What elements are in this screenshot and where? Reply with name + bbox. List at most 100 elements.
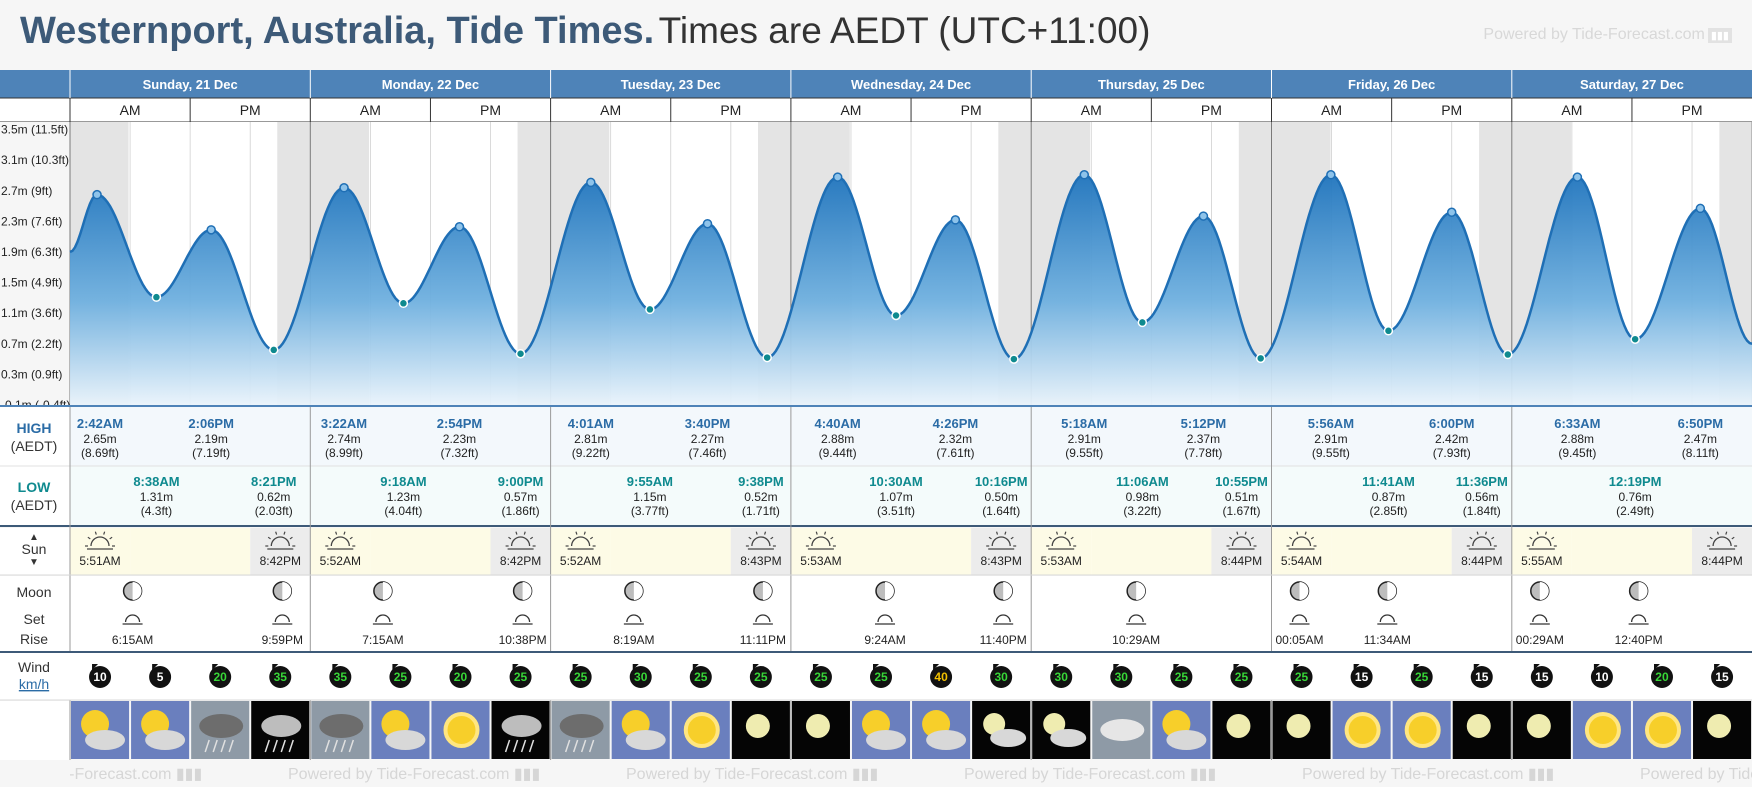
wind-speed-badge xyxy=(1410,666,1433,688)
cloud-icon xyxy=(85,730,126,750)
day-label: Saturday, 27 Dec xyxy=(1580,77,1684,92)
moon-rise-label: Rise xyxy=(20,631,48,647)
moon-set-time: 6:15AM xyxy=(112,633,153,647)
moon-weather-icon xyxy=(805,714,830,738)
high-tide-time: 2:06PM xyxy=(188,416,234,431)
wind-speed-badge xyxy=(569,666,592,688)
cloud-icon xyxy=(261,715,302,737)
high-tide-time: 2:54PM xyxy=(437,416,483,431)
high-tide-meters: 2.91m xyxy=(1314,432,1347,446)
moonrise-icon xyxy=(274,614,290,623)
sun-label-bg xyxy=(0,528,70,575)
footer-watermark: Powered by Tide-Forecast.com ▮▮▮ Powered … xyxy=(70,760,1752,787)
am-label: AM xyxy=(1321,102,1342,118)
moon-rise-time: 11:40PM xyxy=(980,633,1027,647)
low-tide-meters: 0.57m xyxy=(504,490,537,504)
pm-label: PM xyxy=(720,102,741,118)
high-tide-point xyxy=(1446,207,1457,218)
high-tide-feet: (7.78ft) xyxy=(1184,446,1222,460)
high-tide-meters: 2.32m xyxy=(939,432,972,446)
daylight-bg xyxy=(1031,528,1092,575)
low-tide-point xyxy=(398,298,409,309)
high-row-bg xyxy=(70,407,1752,466)
high-tide-point xyxy=(339,183,349,193)
moonset-icon xyxy=(1379,614,1395,623)
moon-set-time: 12:40PM xyxy=(1615,633,1663,647)
rain-drop xyxy=(340,739,347,753)
powered-by[interactable]: Powered by Tide-Forecast.com ▮▮▮ xyxy=(1483,26,1732,44)
wind-direction-icon xyxy=(212,664,219,670)
sun-icon xyxy=(805,531,836,550)
moonrise-icon xyxy=(755,614,771,623)
cloud-icon xyxy=(319,714,364,738)
high-tide-time: 5:56AM xyxy=(1308,416,1354,431)
wind-speed-value: 25 xyxy=(874,670,888,684)
wind-direction-icon xyxy=(512,664,519,670)
low-tide-feet: (3.77ft) xyxy=(631,504,669,518)
wind-speed-value: 30 xyxy=(1055,670,1069,684)
high-tide-point xyxy=(1572,172,1583,182)
low-tide-point xyxy=(1503,349,1513,360)
moonrise-icon xyxy=(1532,614,1548,623)
moon-rise-time: 00:29AM xyxy=(1516,633,1564,647)
sun-up-arrow-icon: ▲ xyxy=(29,532,39,543)
moon-phase-light xyxy=(1387,582,1397,600)
high-tide-meters: 2.91m xyxy=(1068,432,1101,446)
sun-weather-icon xyxy=(683,712,720,748)
moon-phase-light xyxy=(382,582,392,600)
cloud-icon xyxy=(990,729,1027,747)
low-tide-time: 9:00PM xyxy=(498,474,544,489)
sunrise-time: 5:53AM xyxy=(1041,554,1082,568)
dusk-bg xyxy=(250,528,311,575)
cloud-icon xyxy=(145,730,186,750)
cloud-icon xyxy=(926,730,967,750)
rain-drop xyxy=(220,739,226,753)
wind-speed-badge xyxy=(149,666,172,688)
sun-weather-icon xyxy=(1644,712,1681,748)
high-tide-time: 4:01AM xyxy=(568,416,614,431)
wind-speed-badge xyxy=(1590,666,1613,688)
day-label: Monday, 22 Dec xyxy=(382,77,479,92)
high-tide-meters: 2.19m xyxy=(194,432,227,446)
wind-direction-icon xyxy=(692,664,699,670)
wind-direction-icon xyxy=(572,664,579,670)
am-label: AM xyxy=(600,102,621,118)
wind-speed-value: 15 xyxy=(1715,670,1729,684)
rain-drop xyxy=(324,739,331,753)
wind-direction-icon xyxy=(1053,664,1060,670)
pm-label: PM xyxy=(480,102,501,118)
wind-direction-icon xyxy=(332,664,339,670)
tide-area xyxy=(70,174,1752,405)
low-tide-time: 10:30AM xyxy=(869,474,922,489)
sun-icon xyxy=(1466,531,1497,550)
sun-icon xyxy=(1046,531,1077,550)
pm-label: PM xyxy=(961,102,982,118)
high-tide-point xyxy=(1198,211,1209,221)
pm-label: PM xyxy=(1201,102,1222,118)
cloud-icon xyxy=(1050,729,1087,747)
pm-label: PM xyxy=(1441,102,1462,118)
low-tide-feet: (4.04ft) xyxy=(384,504,422,518)
low-tide-meters: 0.62m xyxy=(257,490,290,504)
high-tide-time: 4:26PM xyxy=(933,416,979,431)
low-tide-time: 11:06AM xyxy=(1116,474,1169,489)
logo-icon: ▮▮▮ xyxy=(1707,28,1732,43)
day-label: Tuesday, 23 Dec xyxy=(621,77,721,92)
wind-speed-value: 10 xyxy=(1595,670,1609,684)
high-tide-point xyxy=(950,215,961,225)
am-label: AM xyxy=(1081,102,1102,118)
rain-drop xyxy=(264,739,270,753)
wind-direction-icon xyxy=(1593,664,1600,670)
y-tick-label: 2.7m (9ft) xyxy=(1,184,52,198)
wind-direction-icon xyxy=(1714,664,1721,670)
moon-phase-light xyxy=(1539,582,1549,600)
daylight-bg xyxy=(550,528,611,575)
moonset-icon xyxy=(877,614,893,623)
high-tide-time: 3:22AM xyxy=(321,416,367,431)
rain-drop xyxy=(228,739,234,753)
wind-speed-value: 30 xyxy=(634,670,648,684)
low-tide-feet: (2.49ft) xyxy=(1616,504,1654,518)
wind-speed-value: 5 xyxy=(157,670,164,684)
